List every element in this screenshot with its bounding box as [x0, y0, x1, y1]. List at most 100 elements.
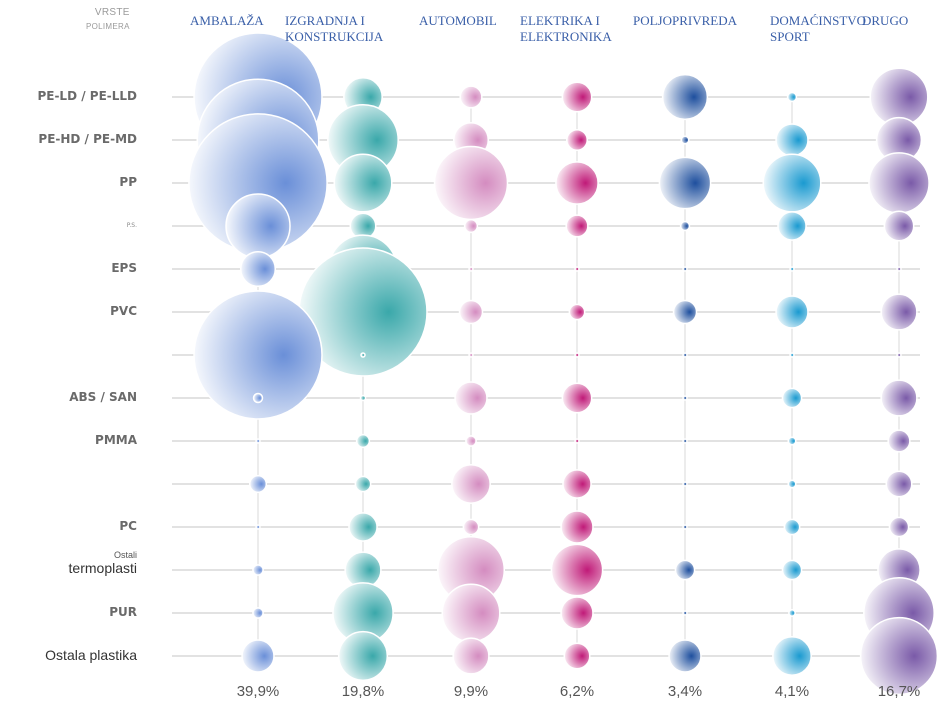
bubble: [868, 152, 930, 214]
bubble: [574, 266, 580, 272]
bubble: [355, 433, 371, 449]
column-header: IZGRADNJA I KONSTRUKCIJA: [285, 13, 384, 44]
bubble: [252, 564, 264, 576]
bubble: [574, 352, 580, 358]
bubble: [454, 381, 488, 415]
bubble: [859, 616, 939, 696]
bubble: [885, 470, 913, 498]
bubble: [682, 438, 688, 444]
share-label: 4,1%: [774, 683, 810, 700]
bubble: [661, 73, 709, 121]
row-label: PVC: [110, 304, 137, 318]
column-header: DOMAĆINSTVO SPORT: [770, 13, 867, 44]
bubble: [668, 639, 702, 673]
row-label: P.S.: [126, 221, 137, 229]
bubble: [787, 479, 797, 489]
bubble: [241, 639, 275, 673]
bubble: [568, 303, 586, 321]
bubble: [787, 436, 797, 446]
bubble: [777, 211, 807, 241]
row-label: PMMA: [95, 433, 137, 447]
bubble: [680, 135, 690, 145]
bubble: [225, 193, 291, 259]
bubble: [468, 266, 474, 272]
bubble: [762, 153, 822, 213]
bubble: [560, 596, 594, 630]
bubble: [193, 290, 323, 420]
bubble: [433, 145, 509, 221]
bubble: [679, 220, 691, 232]
bubble: [775, 295, 809, 329]
bubble: [788, 609, 796, 617]
bubble: [255, 438, 261, 444]
bubble: [563, 642, 591, 670]
bubble: [775, 123, 809, 157]
bubble: [883, 210, 915, 242]
row-label: EPS: [111, 261, 137, 275]
bubble: [789, 352, 795, 358]
bubble: [354, 475, 372, 493]
bubble: [252, 392, 264, 404]
bubble: [458, 299, 484, 325]
row-label: PP: [119, 175, 137, 189]
row-label: Ostali termoplasti: [69, 550, 137, 576]
axis-header-line1: VRSTE: [94, 7, 130, 18]
bubble: [348, 512, 378, 542]
bubble: [566, 129, 588, 151]
bubble: [451, 464, 491, 504]
bubble: [465, 435, 477, 447]
bubble: [682, 524, 688, 530]
share-label: 3,4%: [667, 683, 703, 700]
bubble: [463, 218, 479, 234]
bubble: [781, 387, 803, 409]
share-label: 6,2%: [559, 683, 595, 700]
bubble: [896, 266, 902, 272]
bubble: [555, 161, 599, 205]
bubble: [789, 266, 795, 272]
bubble: [255, 524, 261, 530]
bubble: [441, 583, 501, 643]
bubble: [248, 474, 268, 494]
bubble: [561, 81, 593, 113]
share-label: 39,9%: [236, 683, 280, 700]
bubble: [880, 379, 918, 417]
bubble: [239, 250, 277, 288]
bubble: [880, 293, 918, 331]
bubble: [452, 637, 490, 675]
bubbles: [188, 32, 939, 696]
column-header: AUTOMOBIL: [419, 13, 497, 28]
bubble: [561, 382, 593, 414]
row-label: PE-HD / PE-MD: [38, 132, 137, 146]
column-header: ELEKTRIKA I ELEKTRONIKA: [520, 13, 612, 44]
bubble: [781, 559, 803, 581]
bubble: [468, 352, 474, 358]
bubble: [560, 510, 594, 544]
bubble: [359, 394, 367, 402]
bubble: [896, 352, 902, 358]
bubble: [682, 481, 688, 487]
bubble: [333, 153, 393, 213]
bubble: [682, 395, 688, 401]
bubble: [783, 518, 801, 536]
row-axis-header: VRSTE POLIMERA: [86, 6, 130, 34]
bubble: [658, 156, 712, 210]
row-label: Ostala plastika: [45, 647, 137, 663]
bubble: [888, 516, 910, 538]
bubble: [574, 438, 580, 444]
share-label: 16,7%: [877, 683, 921, 700]
bubble: [550, 543, 604, 597]
column-header: POLJOPRIVREDA: [633, 13, 738, 28]
bubble: [682, 266, 688, 272]
row-label: PE-LD / PE-LLD: [37, 89, 137, 103]
bubble: [786, 91, 798, 103]
column-header: AMBALAŽA: [190, 13, 264, 28]
row-label-prefix: Ostali: [113, 550, 137, 560]
bubble: [562, 469, 592, 499]
axis-header-line2: POLIMERA: [86, 22, 130, 31]
bubble: [772, 636, 812, 676]
bubble: [462, 518, 480, 536]
bubble: [459, 85, 483, 109]
bubble: [682, 352, 688, 358]
bubble: [682, 610, 688, 616]
